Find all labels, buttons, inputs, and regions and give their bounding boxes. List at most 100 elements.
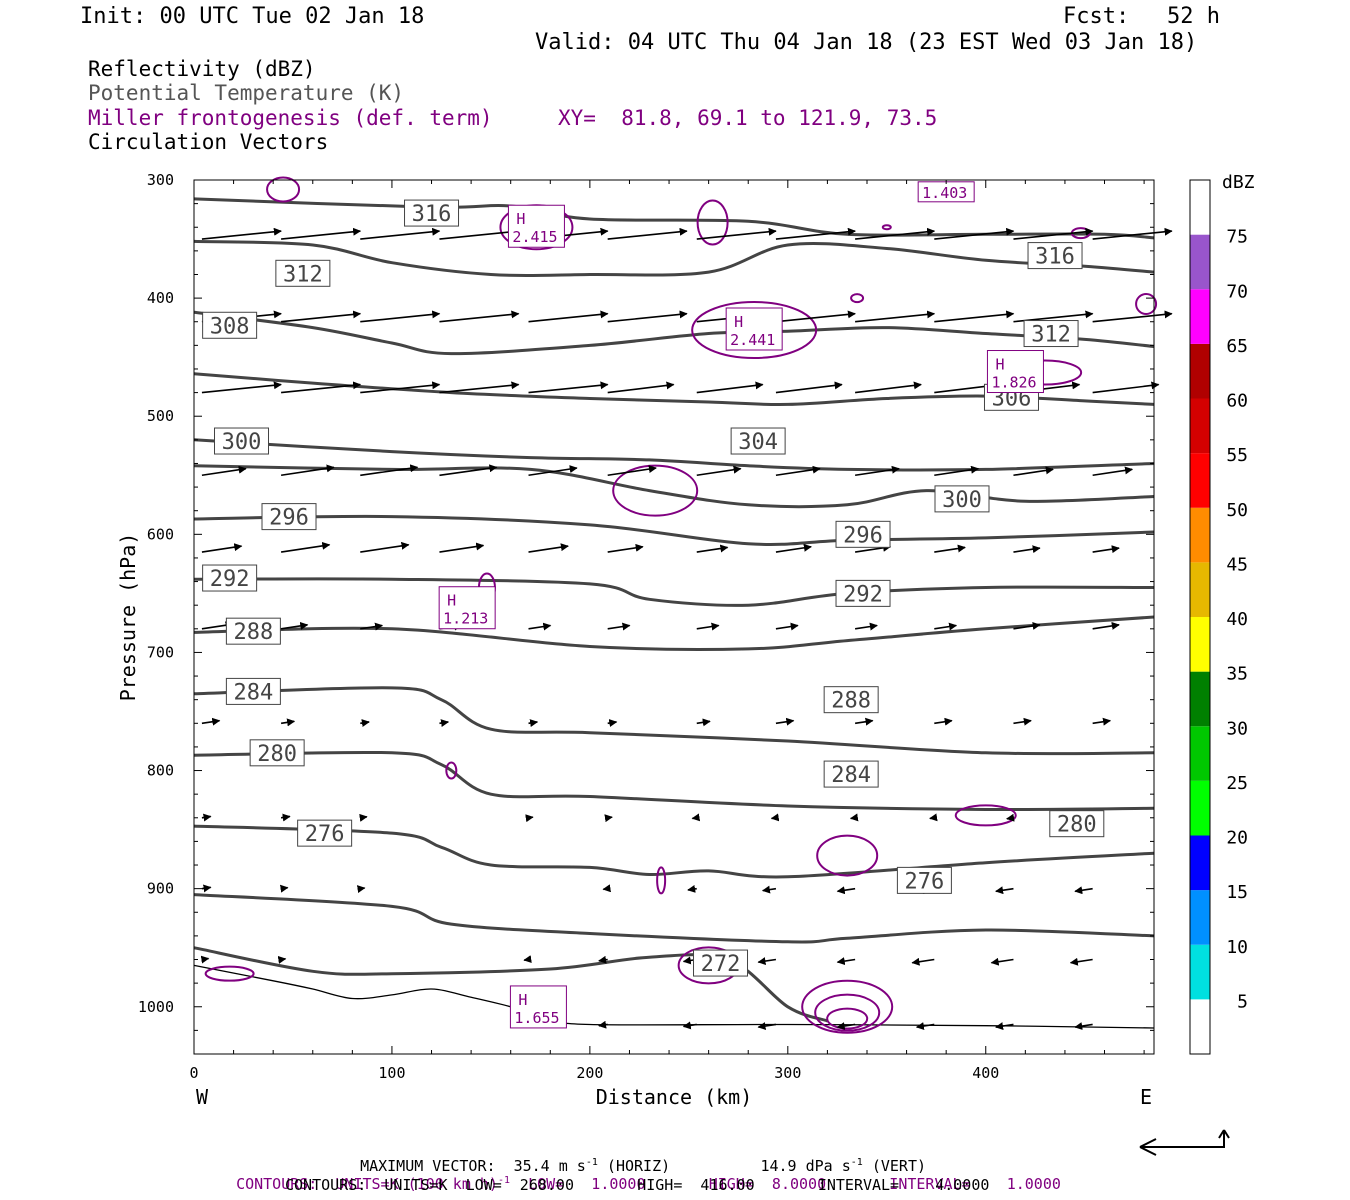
x-axis-east-label: E — [1140, 1085, 1152, 1109]
circulation-vector — [854, 622, 878, 631]
circulation-vector — [607, 622, 631, 631]
frontogenesis-contour — [850, 293, 865, 304]
theta-contour-308 — [193, 310, 1155, 356]
frontogenesis-contour — [445, 761, 458, 780]
circulation-vector — [528, 622, 552, 631]
circulation-vector — [849, 813, 859, 822]
frontogenesis-contour — [691, 300, 818, 359]
circulation-vector — [836, 957, 856, 966]
y-axis-label: Pressure (hPa) — [116, 533, 140, 702]
legend-reflectivity: Reflectivity (dBZ) — [88, 57, 316, 81]
circulation-vector — [1092, 717, 1112, 726]
theta-label-box — [823, 760, 879, 788]
theta-contour-276 — [193, 824, 1155, 879]
frontogenesis-high-box — [509, 985, 567, 1029]
theta-label-box — [1027, 242, 1083, 270]
y-tick-label: 300 — [147, 171, 174, 189]
theta-label-box — [275, 259, 331, 287]
init-time: Init: 00 UTC Tue 02 Jan 18 — [80, 4, 425, 29]
circulation-vector — [525, 814, 534, 823]
frontogenesis-high-box — [438, 586, 496, 630]
circulation-vector — [934, 544, 966, 553]
colorbar-label: 50 — [1226, 500, 1248, 521]
frontogenesis-high-marker: H — [516, 210, 525, 228]
colorbar-segment — [1190, 944, 1210, 1000]
circulation-vector — [1013, 466, 1054, 477]
y-tick-label: 800 — [147, 762, 174, 780]
frontogenesis-high-box — [507, 204, 565, 248]
circulation-vector — [201, 884, 212, 893]
frontogenesis-contour — [954, 804, 1017, 827]
theta-label: 276 — [905, 869, 945, 894]
frontogenesis-high-marker: H — [518, 991, 527, 1009]
frontogenesis-contour — [204, 965, 255, 982]
theta-contour-292 — [193, 577, 1155, 607]
circulation-vector — [836, 886, 856, 895]
theta-contour-272 — [193, 893, 1155, 944]
circulation-vector — [360, 310, 441, 323]
theta-label-box — [730, 427, 786, 455]
plot-frame — [193, 179, 1155, 1055]
colorbar-label: 30 — [1226, 718, 1248, 739]
circulation-vector — [277, 955, 287, 964]
theta-contour-280 — [193, 750, 1155, 812]
theta-contour-296 — [193, 514, 1155, 546]
circulation-vector — [607, 465, 657, 477]
theta-label: 316 — [1035, 245, 1075, 270]
circulation-vector — [691, 813, 701, 822]
circulation-vector — [602, 884, 612, 893]
circulation-vector — [280, 541, 331, 553]
theta-contour-info: CONTOURS: UNITS=K LOW= 268.00 HIGH= 416.… — [285, 1176, 990, 1194]
valid-time: Valid: 04 UTC Thu 04 Jan 18 (23 EST Wed … — [535, 30, 1198, 55]
theta-label: 292 — [210, 567, 250, 592]
x-tick-label: 0 — [189, 1064, 198, 1082]
colorbar-segment — [1190, 289, 1210, 344]
y-tick-label: 400 — [147, 289, 174, 307]
circulation-vector — [439, 719, 450, 728]
circulation-vector — [934, 465, 980, 477]
frontogenesis-contour — [826, 1007, 869, 1030]
theta-label: 280 — [1057, 813, 1097, 838]
theta-label: 300 — [942, 488, 982, 513]
circulation-vector — [1092, 466, 1134, 477]
circulation-vector — [360, 381, 441, 394]
circulation-vector — [360, 719, 370, 728]
circulation-vector — [775, 465, 821, 477]
circulation-vector — [281, 381, 362, 394]
colorbar-segment — [1190, 343, 1210, 399]
theta-contour-312 — [193, 239, 1155, 277]
circulation-vector — [439, 310, 520, 323]
circulation-vector — [607, 543, 644, 553]
circulation-vector — [281, 310, 362, 323]
x-tick-label: 300 — [774, 1064, 801, 1082]
circulation-vector — [1092, 381, 1160, 394]
circulation-vector — [990, 957, 1014, 966]
theta-label: 280 — [257, 742, 297, 767]
circulation-vector — [775, 543, 812, 553]
colorbar-label: 40 — [1226, 609, 1248, 630]
theta-label-box — [896, 866, 952, 894]
theta-label-box — [249, 739, 305, 767]
theta-label: 284 — [234, 680, 274, 705]
colorbar-segment — [1190, 562, 1210, 617]
theta-label: 288 — [831, 689, 871, 714]
circulation-vector — [761, 885, 777, 894]
x-tick-label: 400 — [972, 1064, 999, 1082]
circulation-vector — [439, 464, 498, 477]
theta-label: 276 — [305, 822, 345, 847]
max-vector-line: MAXIMUM VECTOR: 35.4 m s-1 (HORIZ) 14.9 … — [360, 1157, 927, 1175]
x-tick-label: 200 — [576, 1064, 603, 1082]
theta-label: 288 — [234, 620, 274, 645]
colorbar-label: 25 — [1226, 773, 1248, 794]
colorbar-label: 60 — [1226, 391, 1248, 412]
circulation-vector — [439, 381, 520, 394]
colorbar-segment — [1190, 617, 1210, 672]
theta-label-box — [225, 617, 281, 645]
colorbar-segment — [1190, 398, 1210, 454]
circulation-vector — [201, 543, 243, 553]
circulation-vector — [696, 718, 711, 727]
circulation-vector — [855, 381, 922, 394]
y-tick-label: 600 — [147, 525, 174, 543]
x-tick-label: 100 — [378, 1064, 405, 1082]
